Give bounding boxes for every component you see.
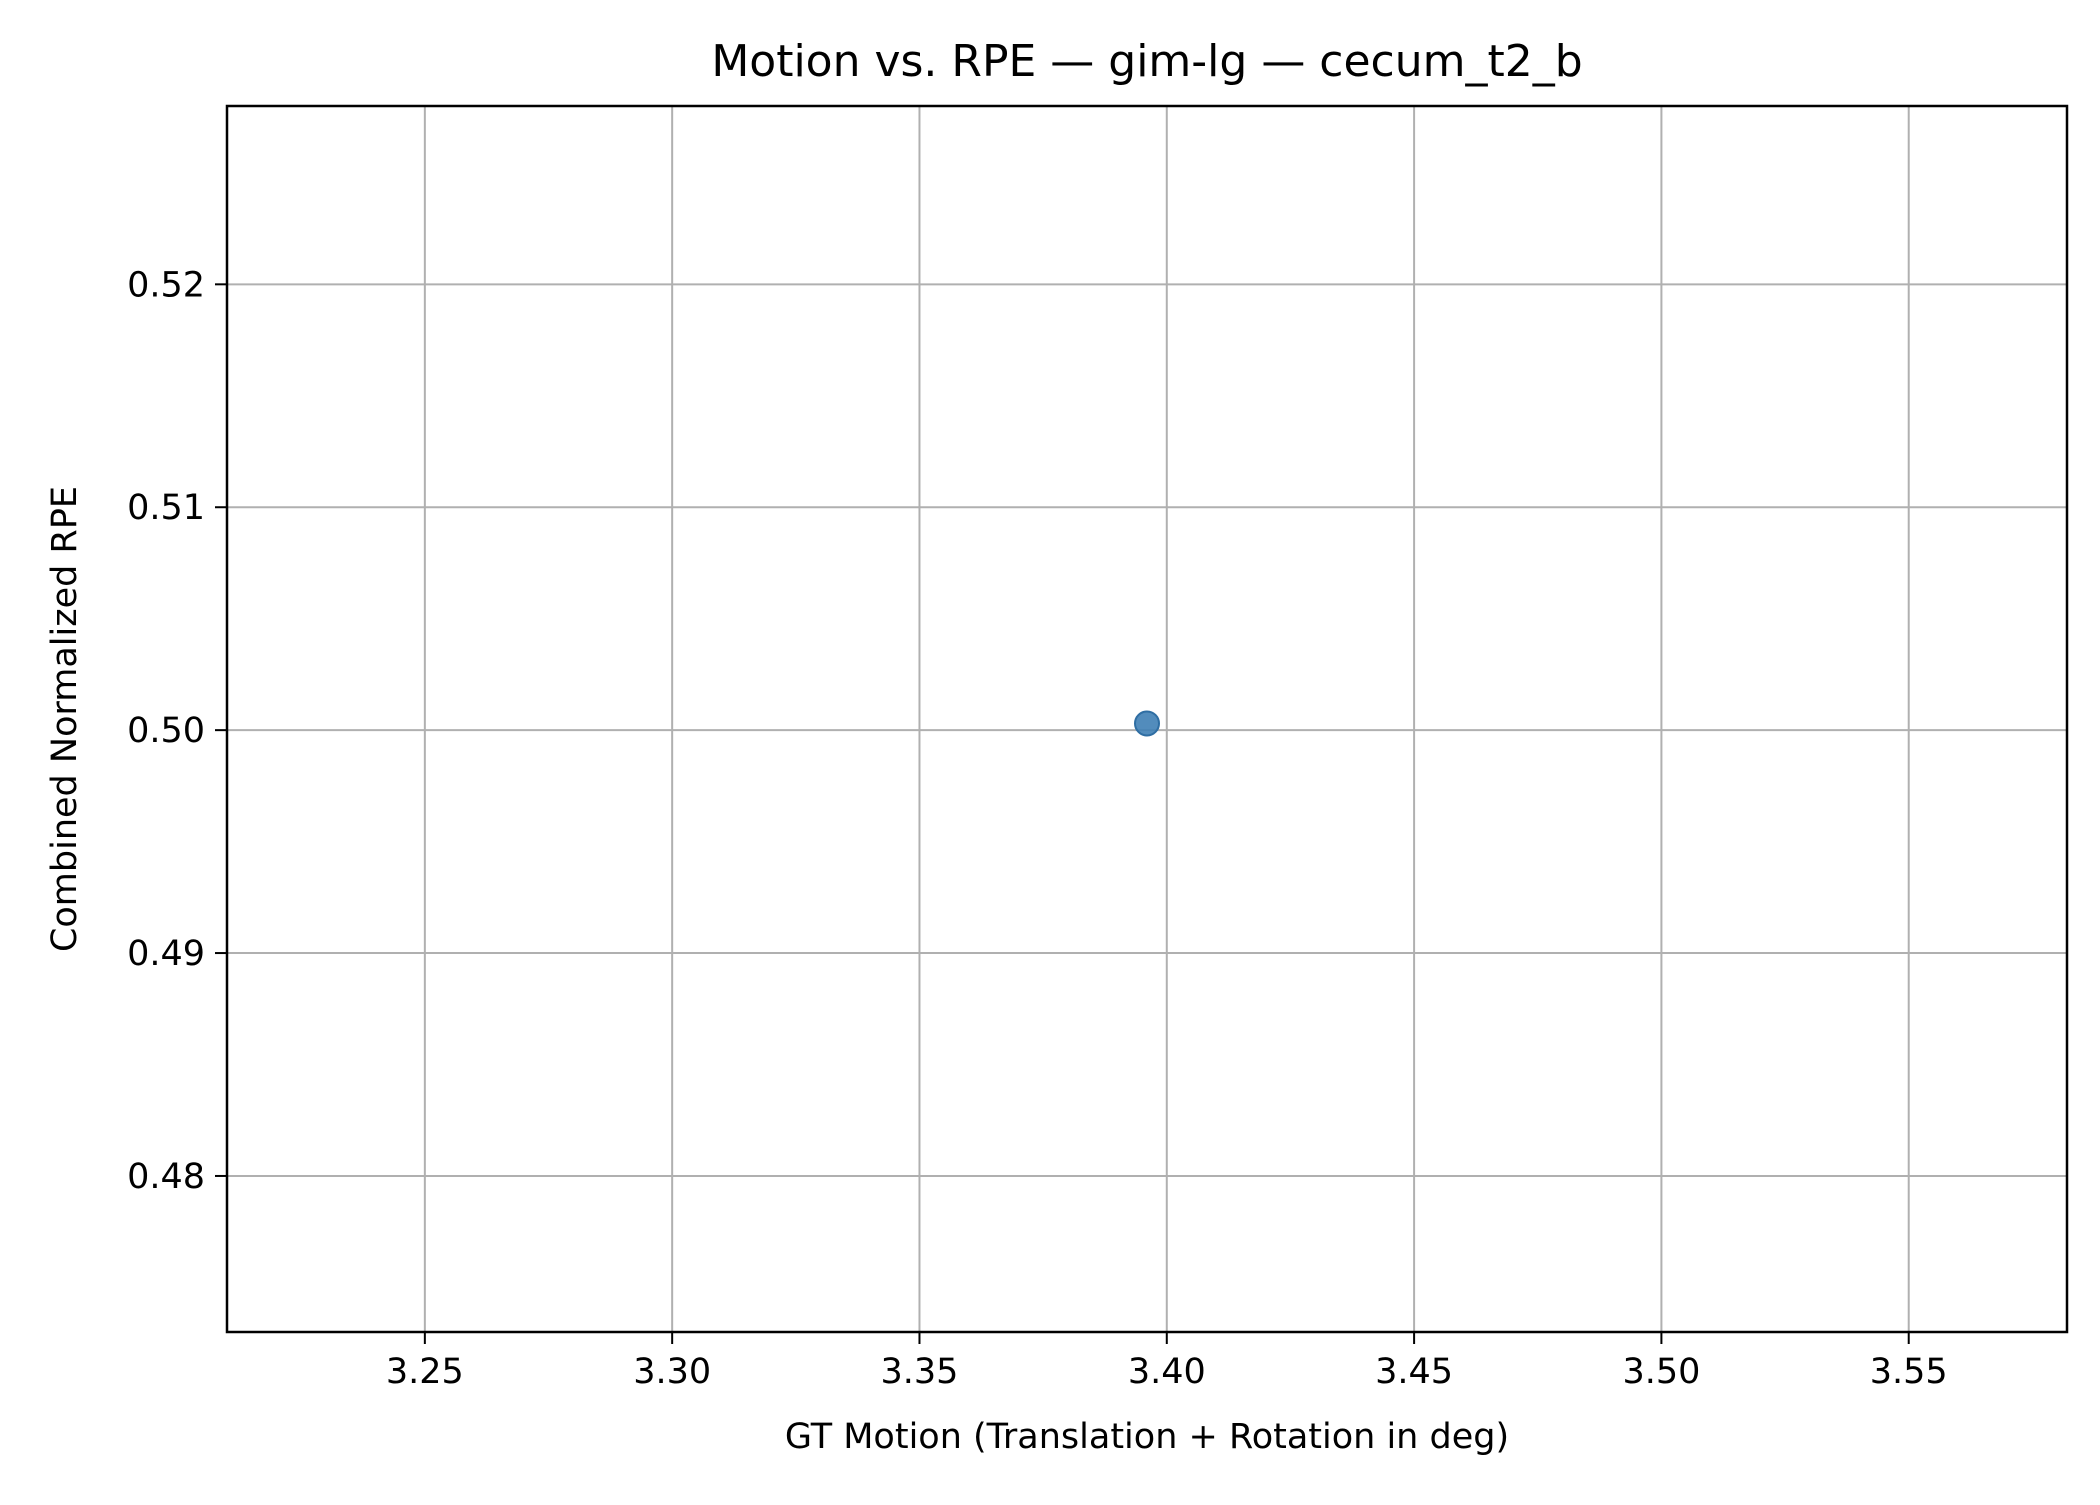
y-tick-label: 0.50 — [127, 711, 205, 751]
x-tick-label: 3.30 — [633, 1352, 711, 1392]
chart-title: Motion vs. RPE — gim-lg — cecum_t2_b — [711, 36, 1582, 87]
grid — [227, 106, 2067, 1332]
y-axis-label: Combined Normalized RPE — [45, 486, 85, 952]
plot-area-frame — [225, 104, 2069, 1334]
data-points — [1134, 710, 1160, 737]
x-tick-label: 3.50 — [1622, 1352, 1700, 1392]
y-tick-label: 0.52 — [127, 265, 205, 305]
x-tick-label: 3.40 — [1128, 1352, 1206, 1392]
scatter-point — [1134, 710, 1160, 737]
axis-ticks: 3.25 3.30 3.35 3.40 3.45 3.50 3.55 0.48 0.49 0.50… — [127, 265, 1948, 1392]
y-tick-label: 0.49 — [127, 934, 205, 974]
x-tick-label: 3.25 — [386, 1352, 464, 1392]
x-axis-label: GT Motion (Translation + Rotation in deg… — [785, 1417, 1509, 1457]
y-tick-label: 0.48 — [127, 1157, 205, 1197]
y-tick-label: 0.51 — [127, 488, 205, 528]
x-tick-label: 3.45 — [1375, 1352, 1453, 1392]
x-tick-label: 3.35 — [881, 1352, 959, 1392]
x-tick-label: 3.55 — [1870, 1352, 1948, 1392]
